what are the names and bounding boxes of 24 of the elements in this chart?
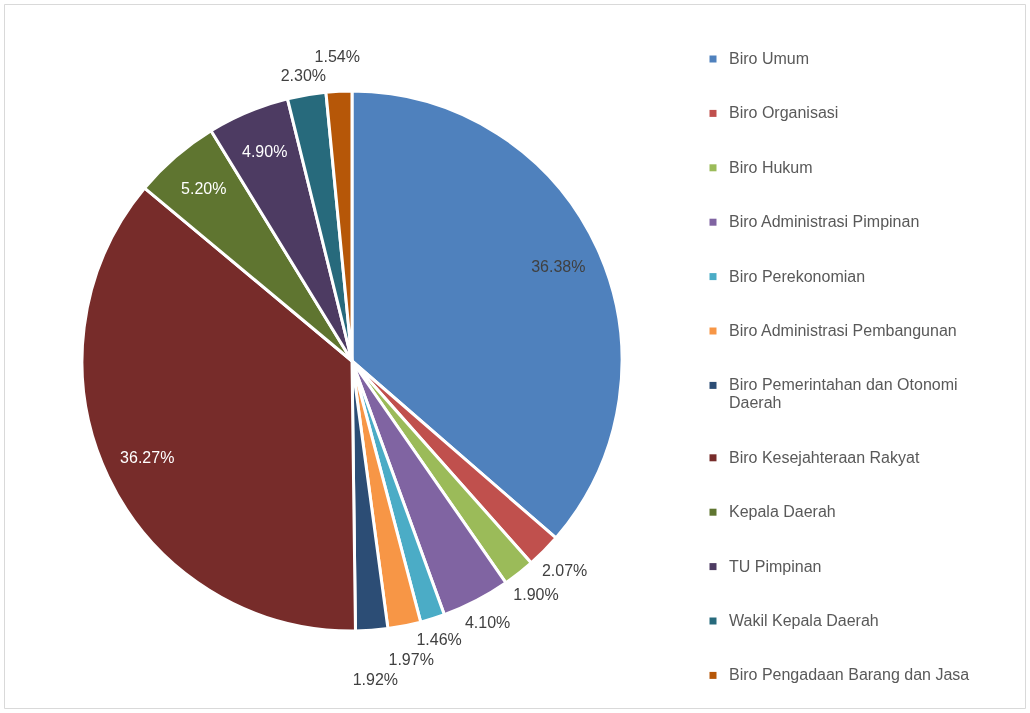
legend-label: Biro Organisasi (729, 104, 839, 122)
data-label: 5.20% (181, 180, 227, 198)
legend-label: Biro Administrasi Pembangunan (729, 322, 957, 339)
legend-label: Biro Perekonomian (729, 267, 866, 285)
data-label: 4.90% (242, 142, 288, 160)
legend-label: Kepala Daerah (729, 503, 836, 521)
data-label: 36.27% (120, 449, 175, 467)
data-label: 1.46% (416, 630, 462, 648)
legend-label: Biro Hukum (729, 158, 813, 176)
legend-label: Biro Kesejahteraan Rakyat (729, 448, 920, 466)
legend-label: Biro Pemerintahan dan Otonomi Daerah (729, 376, 958, 412)
legend-label: Biro Administrasi Pimpinan (729, 213, 920, 231)
data-label: 2.07% (541, 562, 588, 580)
data-label: 2.30% (280, 66, 327, 84)
data-label: 1.54% (314, 47, 360, 65)
legend-label: Wakil Kepala Daerah (729, 612, 879, 629)
legend-label: Biro Umum (729, 50, 810, 67)
legend-label: TU Pimpinan (729, 557, 822, 575)
data-label: 4.10% (464, 613, 511, 631)
data-label: 1.97% (388, 650, 434, 668)
data-label: 1.92% (352, 671, 399, 689)
data-label: 1.90% (513, 586, 559, 604)
legend-label: Biro Pengadaan Barang dan Jasa (729, 666, 970, 684)
data-label: 36.38% (531, 257, 586, 275)
